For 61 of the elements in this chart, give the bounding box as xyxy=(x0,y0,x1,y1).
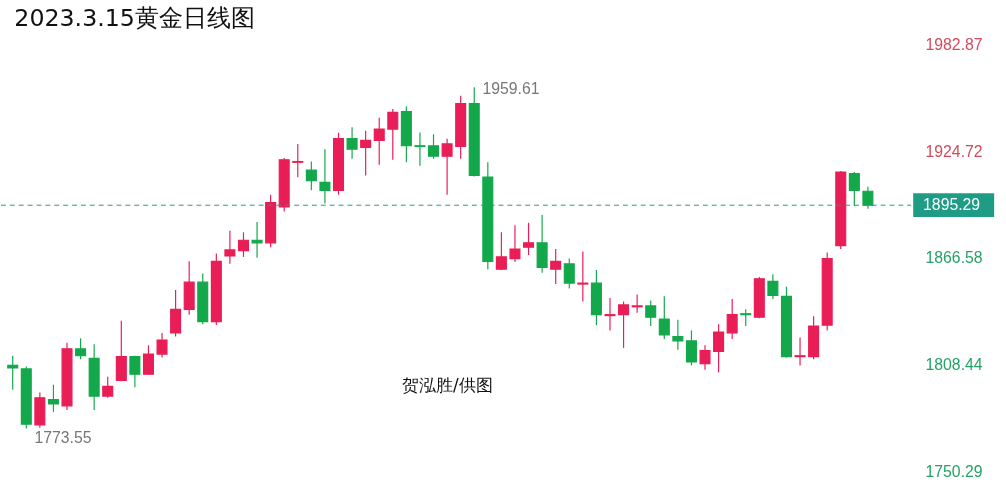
candlestick xyxy=(495,231,507,271)
candlestick xyxy=(658,295,670,340)
candlestick xyxy=(414,131,426,167)
candlestick xyxy=(428,133,440,160)
candlestick xyxy=(292,143,304,178)
candlestick xyxy=(509,224,521,263)
candlestick xyxy=(808,315,820,360)
y-tick-label: 1808.44 xyxy=(925,355,983,373)
candlestick xyxy=(7,355,19,391)
candlestick xyxy=(115,320,127,382)
chart-title: 2023.3.15黄金日线图 xyxy=(14,3,255,32)
y-tick-label: 1982.87 xyxy=(925,36,983,54)
candlestick xyxy=(685,329,697,367)
annotation: 贺泓胜/供图 xyxy=(402,374,493,395)
candlestick xyxy=(618,300,630,349)
candlestick xyxy=(170,289,182,338)
candlestick xyxy=(590,269,602,326)
candlestick xyxy=(373,117,385,166)
candlestick xyxy=(20,365,32,430)
candlestick xyxy=(482,161,494,270)
candlestick xyxy=(278,157,290,213)
candlestick xyxy=(550,248,562,285)
candlestick xyxy=(835,170,847,250)
y-tick-label: 1866.58 xyxy=(925,249,983,267)
annotation: 1959.61 xyxy=(482,80,540,98)
candlestick xyxy=(387,108,399,161)
candlestick xyxy=(713,323,725,374)
candlestick xyxy=(699,344,711,371)
candlestick xyxy=(183,260,195,316)
candlestick xyxy=(319,148,331,205)
candlestick xyxy=(604,297,616,332)
candlestick xyxy=(360,130,372,177)
candlestick xyxy=(102,376,114,399)
candlestick xyxy=(455,95,467,160)
annotation: 1773.55 xyxy=(34,429,92,447)
candlestick xyxy=(645,299,657,327)
candlestick xyxy=(753,276,765,319)
y-tick-label: 1924.72 xyxy=(925,142,983,160)
candlestick xyxy=(523,222,535,256)
candlestick xyxy=(224,230,236,265)
candlestick xyxy=(848,171,860,207)
candlestick xyxy=(142,344,154,376)
candlestick xyxy=(794,336,806,367)
candlestick xyxy=(400,105,412,163)
candlestick xyxy=(780,286,792,359)
y-tick-label: 1750.29 xyxy=(925,462,983,480)
candlestick xyxy=(88,343,100,411)
candlestick xyxy=(61,342,73,411)
candlestick xyxy=(672,319,684,351)
candlestick xyxy=(726,298,738,340)
candlestick xyxy=(563,257,575,290)
candlestick xyxy=(468,86,480,177)
candlestick xyxy=(332,131,345,196)
candlestick xyxy=(346,126,358,160)
candlestick xyxy=(75,337,87,360)
candlestick xyxy=(821,251,833,332)
candlestick xyxy=(47,384,59,413)
candlestick xyxy=(156,332,168,359)
ref-line-label: 1895.29 xyxy=(923,196,981,214)
candlestick xyxy=(577,251,589,303)
candlestick xyxy=(210,252,222,326)
